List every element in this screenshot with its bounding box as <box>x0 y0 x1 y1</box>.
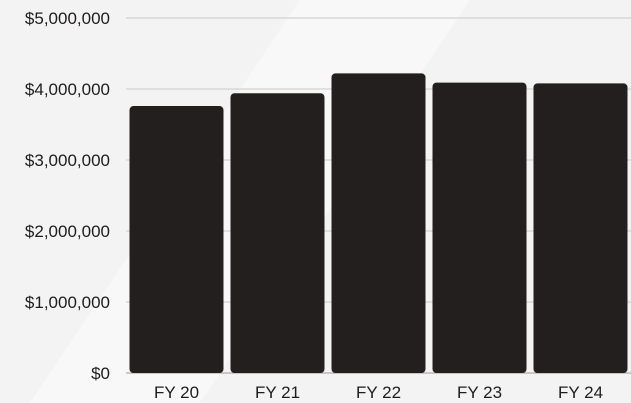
y-tick-label: $1,000,000 <box>25 293 110 312</box>
y-tick-label: $2,000,000 <box>25 222 110 241</box>
bar <box>331 73 426 373</box>
y-tick-label: $0 <box>91 364 110 383</box>
x-tick-label: FY 23 <box>457 383 502 402</box>
y-tick-label: $5,000,000 <box>25 9 110 28</box>
bars <box>129 73 628 374</box>
x-tick-label: FY 24 <box>558 383 603 402</box>
x-tick-label: FY 21 <box>255 383 300 402</box>
x-tick-label: FY 22 <box>356 383 401 402</box>
y-tick-label: $3,000,000 <box>25 151 110 170</box>
bar <box>432 82 527 374</box>
y-axis-tick-labels: $0 $1,000,000 $2,000,000 $3,000,000 $4,000,0… <box>25 9 110 383</box>
x-axis-tick-labels: FY 20 FY 21 FY 22 FY 23 FY 24 <box>154 383 603 402</box>
bar <box>129 106 224 373</box>
x-tick-label: FY 20 <box>154 383 199 402</box>
y-tick-label: $4,000,000 <box>25 80 110 99</box>
bar <box>533 83 628 373</box>
bar <box>230 93 325 373</box>
